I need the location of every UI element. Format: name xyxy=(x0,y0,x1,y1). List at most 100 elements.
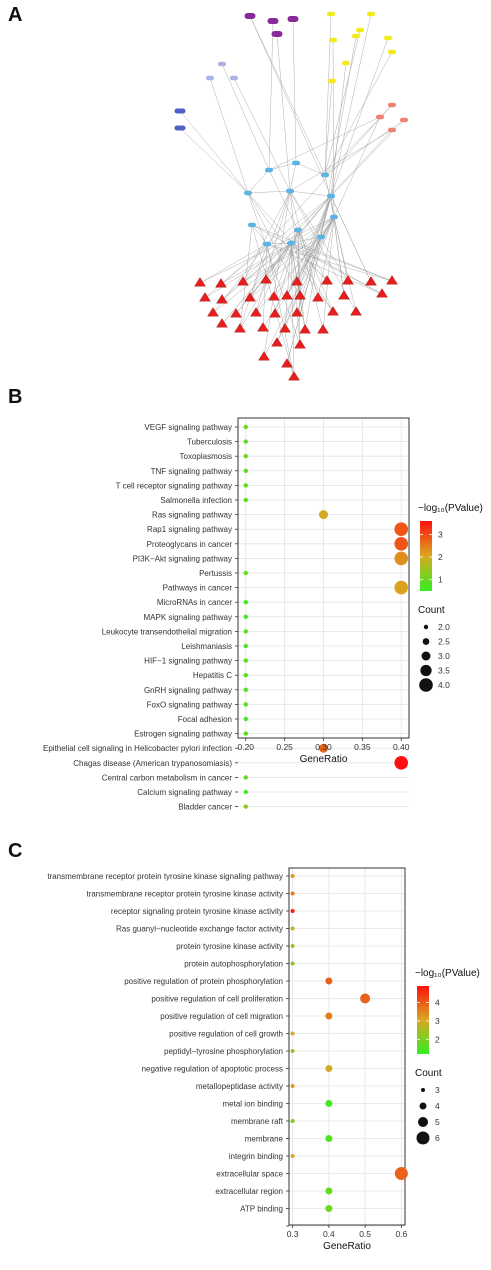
network-edge xyxy=(276,195,332,344)
network-node-cyan xyxy=(287,240,295,246)
network-node-triangle xyxy=(237,276,249,286)
triangle-node xyxy=(281,290,293,300)
category-label: Salmonella infection xyxy=(160,496,232,505)
network-node-triangle xyxy=(288,371,300,381)
data-point xyxy=(290,1084,295,1088)
category-label: Toxoplasmosis xyxy=(180,452,232,461)
network-edge xyxy=(242,236,322,283)
network-node-salmon xyxy=(376,114,384,120)
network-edge xyxy=(268,116,381,171)
network-edge xyxy=(317,216,335,299)
network-edge xyxy=(297,229,301,346)
network-edge xyxy=(330,37,389,197)
rounded-node xyxy=(244,13,256,19)
network-node-triangle xyxy=(294,290,306,300)
network-edge xyxy=(239,243,268,330)
network-edge xyxy=(263,190,291,358)
category-label: peptidyl−tyrosine phosphorylation xyxy=(164,1047,283,1056)
kegg-points xyxy=(243,424,409,809)
network-node-blue xyxy=(174,125,186,131)
category-label: Central carbon metabolism in cancer xyxy=(102,773,233,782)
kegg-x-ticks: 0.20 0.25 0.30 0.35 0.40 xyxy=(237,738,410,752)
category-label: ATP binding xyxy=(240,1205,283,1214)
rounded-node xyxy=(388,127,396,133)
triangle-node xyxy=(291,307,303,317)
network-node-purple xyxy=(271,31,283,37)
rounded-node xyxy=(174,108,186,114)
network-edge xyxy=(239,224,253,330)
size-legend-label: 3.0 xyxy=(438,651,450,661)
network-edge xyxy=(324,29,361,176)
network-node-triangle xyxy=(279,323,291,333)
data-point xyxy=(243,775,248,780)
network-nodes xyxy=(174,11,408,381)
network-edge xyxy=(199,243,268,284)
size-legend-dot xyxy=(420,664,432,677)
category-label: negative regulation of apoptotic process xyxy=(142,1065,283,1074)
network-node-yellow xyxy=(328,78,336,84)
category-label: integrin binding xyxy=(229,1152,283,1161)
network-edge xyxy=(333,216,357,313)
data-point xyxy=(243,468,248,473)
rounded-node xyxy=(286,188,294,194)
network-node-yellow xyxy=(367,11,375,17)
data-point xyxy=(243,687,248,692)
network-edge xyxy=(286,195,332,365)
network-node-triangle xyxy=(257,322,269,332)
network-edge xyxy=(235,195,332,315)
color-legend-bar xyxy=(420,521,432,591)
data-point xyxy=(325,1100,333,1107)
rounded-node xyxy=(287,240,295,246)
category-label: VEGF signaling pathway xyxy=(144,423,232,432)
network-edge xyxy=(290,242,383,295)
network-edge xyxy=(322,216,335,331)
network-node-lavender xyxy=(218,61,226,67)
kegg-bubble-chart: VEGF signaling pathway Tuberculosis Toxopl… xyxy=(43,417,483,812)
data-point xyxy=(325,1012,333,1020)
data-point xyxy=(243,702,248,707)
kegg-legend: −log₁₀(PValue) 1 2 3 Count 2.0 2.5 3.0 3.5 4.0 xyxy=(418,503,483,692)
rounded-node xyxy=(265,167,273,173)
triangle-node xyxy=(230,308,242,318)
data-point xyxy=(243,600,248,605)
triangle-node xyxy=(299,324,311,334)
rounded-node xyxy=(267,18,279,24)
rounded-node xyxy=(352,33,360,39)
color-legend-tick-label: 3 xyxy=(435,1016,440,1026)
network-node-yellow xyxy=(384,35,392,41)
network-edge xyxy=(255,242,292,314)
color-legend-bar xyxy=(417,986,429,1054)
data-point xyxy=(394,756,409,770)
triangle-node xyxy=(342,275,354,285)
data-point xyxy=(290,891,295,896)
category-label: protein autophosphorylation xyxy=(184,960,283,969)
triangle-node xyxy=(244,292,256,302)
network-edge xyxy=(199,216,335,284)
network-node-blue xyxy=(174,108,186,114)
network-node-yellow xyxy=(342,60,350,66)
data-point xyxy=(290,926,295,931)
network-edge xyxy=(209,77,249,194)
category-label: positive regulation of protein phosphory… xyxy=(124,977,283,986)
network-node-cyan xyxy=(292,160,300,166)
network-edge xyxy=(247,169,270,194)
data-point xyxy=(243,614,248,619)
size-legend-dot xyxy=(419,1102,427,1110)
category-label: Tuberculosis xyxy=(187,438,232,447)
data-point xyxy=(394,580,409,595)
network-node-triangle xyxy=(194,277,206,287)
rounded-node xyxy=(400,117,408,123)
network-edge xyxy=(204,216,335,299)
size-legend-title: Count xyxy=(415,1068,442,1079)
category-label: Bladder cancer xyxy=(178,803,232,812)
network-edge xyxy=(212,216,335,314)
size-legend-label: 3.5 xyxy=(438,666,450,676)
data-point xyxy=(243,439,248,444)
network-edge xyxy=(290,242,393,282)
category-label: Hepatitis C xyxy=(193,671,232,680)
network-edge xyxy=(330,119,405,197)
category-label: membrane raft xyxy=(231,1117,284,1126)
data-point xyxy=(243,629,248,634)
rounded-node xyxy=(329,37,337,43)
data-point xyxy=(290,944,295,948)
